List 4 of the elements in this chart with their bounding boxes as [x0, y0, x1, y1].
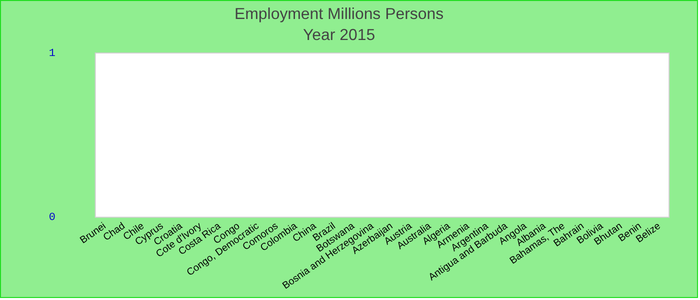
y-tick-label: 1: [48, 48, 56, 60]
chart-subtitle: Year 2015: [302, 26, 376, 44]
chart-title: Employment Millions Persons: [234, 6, 444, 23]
y-tick-label: 0: [48, 212, 56, 224]
